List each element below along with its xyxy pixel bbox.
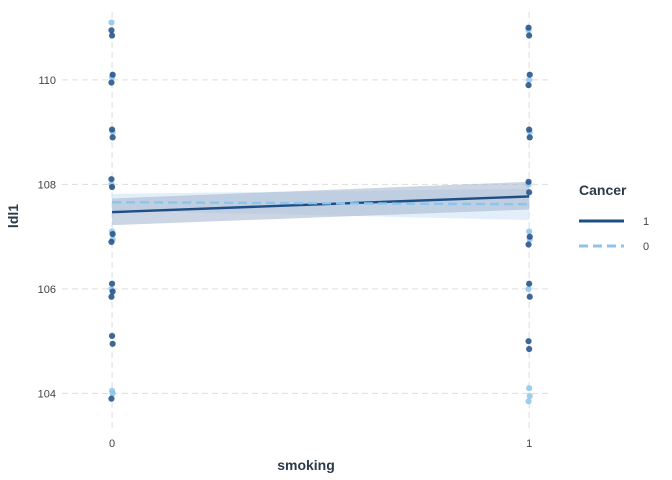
x-tick-label: 1 bbox=[526, 438, 532, 450]
data-point-cancer-1 bbox=[526, 280, 533, 287]
data-point-cancer-1 bbox=[526, 71, 533, 78]
data-point-cancer-1 bbox=[526, 293, 533, 300]
data-point-cancer-1 bbox=[525, 82, 532, 89]
data-point-cancer-1 bbox=[108, 238, 115, 245]
data-point-cancer-1 bbox=[108, 176, 115, 183]
data-point-cancer-0 bbox=[525, 398, 532, 405]
data-point-cancer-1 bbox=[108, 27, 115, 34]
data-point-cancer-1 bbox=[526, 126, 533, 133]
data-point-cancer-1 bbox=[108, 183, 116, 191]
data-point-cancer-0 bbox=[526, 76, 533, 84]
data-point-cancer-1 bbox=[109, 288, 116, 295]
legend-title: Cancer bbox=[579, 182, 627, 198]
legend-label-cancer-1: 1 bbox=[643, 216, 649, 228]
grid-lines bbox=[62, 12, 550, 430]
x-tick-label: 0 bbox=[109, 438, 115, 450]
data-point-cancer-1 bbox=[108, 79, 115, 86]
data-point-cancer-1 bbox=[526, 189, 533, 196]
data-point-cancer-1 bbox=[109, 134, 116, 141]
data-point-cancer-0 bbox=[526, 228, 533, 235]
data-point-cancer-1 bbox=[108, 332, 116, 340]
data-point-cancer-1 bbox=[109, 71, 116, 78]
data-point-cancer-0 bbox=[109, 390, 116, 397]
fit-lines bbox=[112, 195, 530, 214]
data-point-cancer-1 bbox=[525, 241, 532, 248]
x-axis-title: smoking bbox=[277, 457, 335, 473]
data-point-cancer-0 bbox=[526, 385, 533, 392]
data-point-cancer-1 bbox=[108, 293, 115, 300]
data-point-cancer-1 bbox=[525, 178, 532, 185]
data-point-cancer-1 bbox=[108, 126, 116, 133]
data-point-cancer-1 bbox=[109, 340, 116, 347]
data-point-cancer-1 bbox=[525, 338, 532, 345]
data-point-cancer-1 bbox=[108, 280, 116, 287]
data-point-cancer-1 bbox=[525, 24, 532, 31]
data-point-cancer-0 bbox=[108, 19, 115, 26]
y-axis-title: ldl1 bbox=[5, 204, 21, 228]
y-tick-label: 108 bbox=[38, 179, 56, 191]
legend: Cancer 1 0 bbox=[579, 182, 649, 253]
data-point-cancer-1 bbox=[108, 32, 116, 39]
fit-line-cancer-1 bbox=[112, 195, 530, 214]
data-point-cancer-0 bbox=[525, 285, 532, 293]
y-tick-label: 104 bbox=[38, 388, 56, 400]
data-point-cancer-0 bbox=[526, 392, 533, 400]
data-point-cancer-1 bbox=[526, 233, 533, 240]
tick-labels: 104 106 108 110 0 1 bbox=[38, 75, 533, 450]
data-point-cancer-1 bbox=[108, 395, 115, 402]
data-point-cancer-1 bbox=[526, 345, 533, 353]
data-points bbox=[108, 19, 533, 405]
legend-label-cancer-0: 0 bbox=[643, 241, 649, 253]
y-tick-label: 106 bbox=[38, 284, 56, 296]
data-point-cancer-1 bbox=[526, 134, 533, 141]
y-tick-label: 110 bbox=[38, 75, 56, 87]
data-point-cancer-1 bbox=[526, 32, 533, 39]
data-point-cancer-1 bbox=[109, 230, 116, 238]
